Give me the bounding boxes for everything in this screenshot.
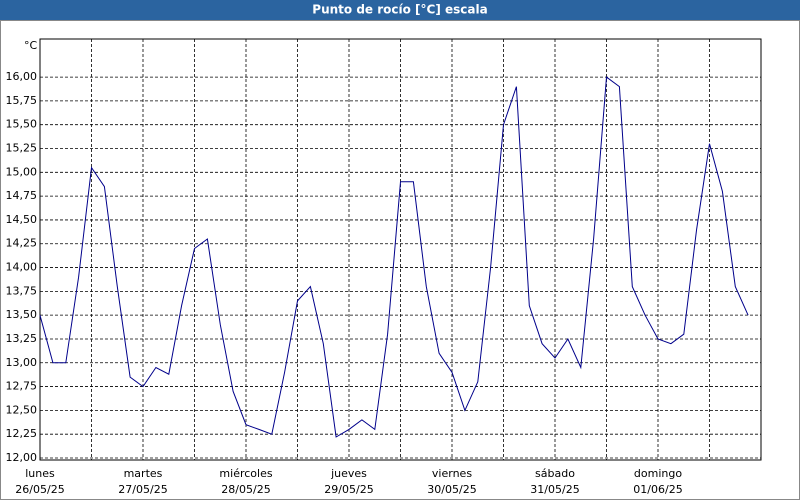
x-date-label: 01/06/25: [633, 483, 682, 496]
y-tick-label: 14,00: [6, 261, 38, 274]
y-tick-label: 16,00: [6, 70, 38, 83]
x-date-label: 27/05/25: [118, 483, 167, 496]
y-tick-label: 15,75: [6, 94, 38, 107]
title-bar: [0, 0, 800, 20]
x-day-label: lunes: [25, 467, 55, 480]
unit-label: °C: [24, 39, 38, 52]
y-tick-label: 15,25: [6, 142, 38, 155]
y-tick-label: 12,00: [6, 451, 38, 464]
y-tick-label: 13,25: [6, 332, 38, 345]
x-date-label: 31/05/25: [530, 483, 579, 496]
data-line: [39, 76, 749, 438]
x-date-label: 29/05/25: [324, 483, 373, 496]
y-tick-label: 14,25: [6, 237, 38, 250]
x-day-label: martes: [124, 467, 163, 480]
y-tick-label: 12,25: [6, 427, 38, 440]
y-tick-label: 14,75: [6, 189, 38, 202]
x-day-label: miércoles: [219, 467, 272, 480]
x-day-label: domingo: [634, 467, 682, 480]
y-tick-label: 12,50: [6, 403, 38, 416]
y-tick-label: 15,50: [6, 118, 38, 131]
y-tick-label: 15,00: [6, 165, 38, 178]
y-tick-label: 13,00: [6, 356, 38, 369]
x-day-label: viernes: [432, 467, 472, 480]
x-date-label: 26/05/25: [15, 483, 64, 496]
x-date-label: 30/05/25: [427, 483, 476, 496]
y-tick-label: 12,75: [6, 380, 38, 393]
y-tick-label: 14,50: [6, 213, 38, 226]
x-date-label: 28/05/25: [221, 483, 270, 496]
y-tick-label: 13,75: [6, 284, 38, 297]
x-day-label: sábado: [535, 467, 575, 480]
y-tick-label: 13,50: [6, 308, 38, 321]
chart-title: Punto de rocío [°C] escala: [312, 3, 487, 17]
x-day-label: jueves: [330, 467, 367, 480]
